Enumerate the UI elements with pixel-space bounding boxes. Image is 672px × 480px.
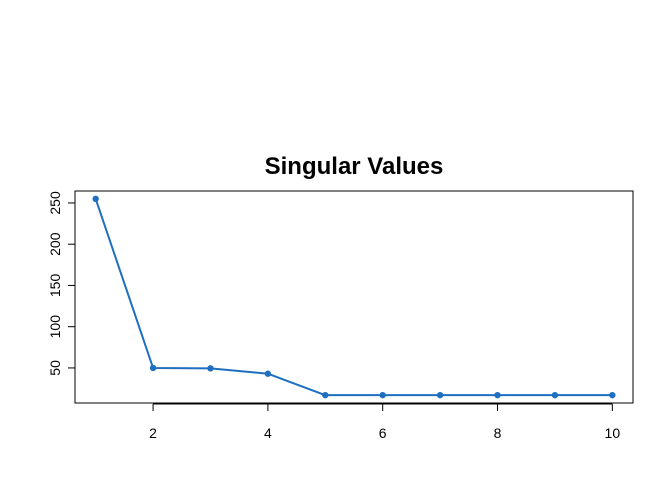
x-tick-label: 2 <box>149 425 157 441</box>
y-axis: 50 100 150 200 250 <box>47 191 76 376</box>
data-point <box>551 391 559 399</box>
y-tick-label: 200 <box>47 232 63 256</box>
plot-frame <box>74 190 634 404</box>
data-point <box>379 391 386 399</box>
x-tick-label: 6 <box>379 425 387 441</box>
x-axis: 2 4 6 8 10 <box>149 403 621 441</box>
data-point <box>92 195 99 203</box>
data-point <box>322 391 329 399</box>
x-tick-label: 10 <box>605 425 621 441</box>
y-tick-label: 100 <box>47 315 63 339</box>
x-tick-label: 8 <box>494 425 502 441</box>
y-tick-label: 150 <box>47 274 63 298</box>
x-tick-label: 4 <box>264 425 272 441</box>
data-point <box>494 391 501 399</box>
data-point <box>149 364 157 372</box>
data-point <box>207 365 214 372</box>
data-series <box>92 195 616 399</box>
data-point <box>436 391 444 399</box>
y-tick-label: 50 <box>47 360 63 376</box>
chart-title: Singular Values <box>265 153 444 180</box>
data-point <box>609 391 616 399</box>
series-line <box>94 198 613 397</box>
data-point <box>264 370 272 377</box>
y-tick-label: 250 <box>47 191 63 215</box>
